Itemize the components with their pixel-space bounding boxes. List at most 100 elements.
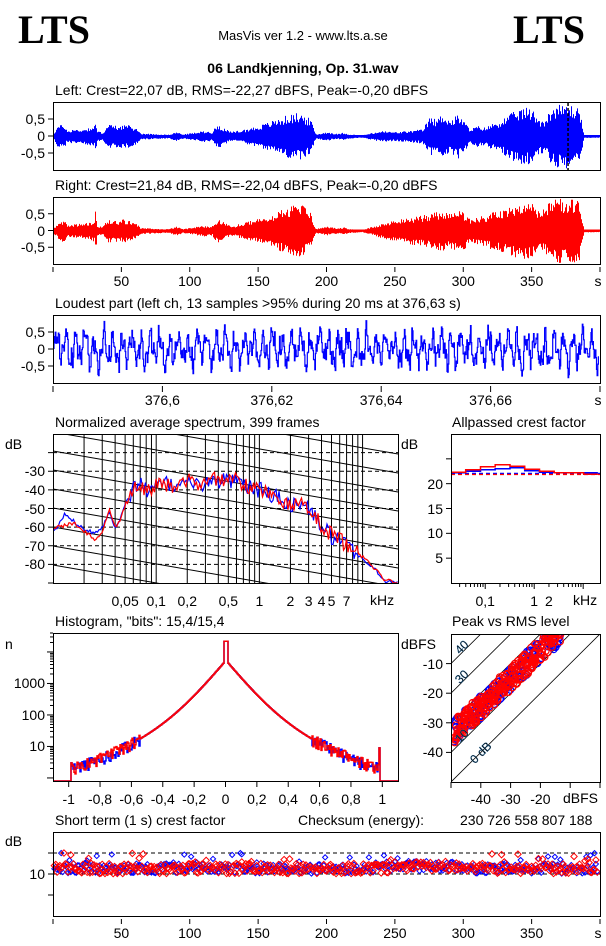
spectrum-ytick-label: -30 — [24, 463, 45, 480]
short-term-left-point — [587, 852, 594, 859]
spectrum-slope-line — [53, 488, 398, 550]
peak-rms-right-point — [453, 725, 462, 733]
short-term-right-point — [356, 869, 365, 877]
short-term-right-point — [103, 868, 112, 877]
spectrum-slope-line — [53, 641, 398, 701]
short-term-right-point — [549, 869, 558, 878]
short-term-left-point — [591, 849, 598, 857]
spectrum-xtick-label: 0,1 — [146, 593, 166, 609]
short-term-right-point — [191, 858, 200, 866]
short-term-left-point — [503, 860, 511, 868]
short-term-right-point — [576, 863, 585, 872]
histogram-title: Histogram, "bits": 15,4/15,4 — [55, 613, 225, 629]
short-term-right-point — [524, 864, 533, 873]
short-term-right-point — [269, 865, 278, 874]
short-term-right-point — [98, 860, 107, 869]
time-axis-tick-label: 100 — [178, 273, 202, 289]
left-waveform-ytick-label: 0,5 — [25, 111, 45, 127]
short-term-right-point — [585, 858, 593, 867]
histogram-xtick-label: 0,8 — [341, 791, 361, 807]
short-term-left-point — [380, 852, 388, 859]
short-term-right-point — [531, 861, 540, 870]
short-term-right-point — [343, 861, 351, 870]
logo-right: LTS — [513, 7, 585, 52]
loudest-part-frame — [53, 315, 601, 384]
allpassed-xlabel: kHz — [573, 592, 598, 608]
spectrum-xlabel: kHz — [370, 592, 395, 608]
allpassed-right-curve — [451, 464, 598, 475]
spectrum-slope-line — [53, 545, 269, 583]
histogram-xtick-label: 1 — [378, 791, 387, 807]
peak-rms-right-point — [510, 659, 519, 668]
short-term-right-point — [587, 868, 596, 877]
short-term-right-point — [137, 862, 146, 871]
short-term-right-point — [114, 866, 123, 875]
peak-rms-right-point — [474, 705, 482, 713]
histogram-xtick-label: -1 — [62, 791, 75, 807]
checksum-label: Checksum (energy): — [298, 812, 425, 828]
spectrum-xtick-label: 7 — [342, 593, 351, 609]
short-term-right-point — [195, 861, 204, 869]
short-term-right-point — [440, 864, 449, 872]
short-term-right-point — [362, 863, 371, 872]
short-term-right-point — [136, 864, 145, 873]
histogram-xtick-label: -0,2 — [182, 791, 207, 807]
short-term-right-point — [282, 869, 291, 878]
short-term-right-point — [471, 867, 480, 876]
allpassed-crest-title: Allpassed crest factor — [452, 414, 586, 430]
peak-rms-right-point — [467, 711, 476, 719]
short-term-right-point — [226, 867, 235, 876]
short-term-xtick-label: 200 — [314, 925, 339, 941]
short-term-ylabel: dB — [5, 833, 23, 849]
spectrum-xtick-label: 2 — [286, 593, 295, 609]
short-term-right-point — [369, 866, 377, 875]
short-term-right-point — [419, 858, 428, 867]
short-term-right-point — [297, 868, 306, 877]
short-term-right-point — [319, 860, 328, 869]
short-term-right-point — [504, 865, 513, 874]
loudest-xtick-label: 376,66 — [469, 392, 512, 408]
short-term-right-point — [371, 860, 380, 869]
short-term-right-point — [582, 864, 591, 872]
short-term-right-point — [196, 867, 205, 876]
short-term-xtick-label: s — [594, 925, 602, 941]
spectrum-xtick-label: 1 — [255, 593, 264, 609]
short-term-right-point — [509, 865, 518, 874]
short-term-right-point — [91, 864, 100, 872]
allpassed-ytick-label: 20 — [427, 475, 443, 492]
short-term-left-point — [228, 851, 236, 859]
crest-guide-line — [451, 634, 541, 724]
short-term-right-point — [276, 868, 284, 877]
peak-rms-right-point — [485, 694, 494, 703]
short-term-right-point — [552, 868, 561, 876]
peak-rms-ylabel: dBFS — [401, 636, 437, 652]
right-waveform-ytick-label: 0 — [37, 222, 45, 239]
short-term-right-point — [403, 866, 412, 875]
peak-rms-right-point — [530, 655, 539, 664]
short-term-xtick-label: 300 — [451, 925, 475, 941]
short-term-left-point — [67, 868, 75, 876]
peak-rms-right-point — [454, 712, 463, 721]
short-term-right-point — [381, 861, 390, 870]
time-axis-tick-label: 200 — [314, 273, 339, 289]
peak-rms-xtick-label: -30 — [500, 791, 521, 807]
short-term-right-point — [128, 849, 137, 858]
spectrum-title: Normalized average spectrum, 399 frames — [55, 414, 320, 430]
short-term-left-point — [496, 865, 504, 873]
allpassed-ytick-label: 5 — [435, 550, 443, 567]
crest-label-40: 40 — [452, 637, 472, 657]
spectrum-slope-line — [53, 622, 398, 682]
loudest-xtick-label: 376,64 — [359, 392, 403, 408]
left-waveform-ytick-label: -0,5 — [20, 145, 45, 161]
left-waveform-frame — [53, 102, 601, 171]
short-term-right-point — [579, 864, 588, 873]
short-term-crest-frame — [53, 832, 601, 917]
short-term-right-point — [397, 860, 406, 869]
spectrum-xtick-label: 5 — [327, 593, 336, 609]
peak-vs-rms-frame — [451, 634, 601, 783]
short-term-left-point — [57, 849, 65, 857]
short-term-crest-title: Short term (1 s) crest factor — [55, 812, 226, 828]
short-term-left-point — [238, 851, 246, 858]
short-term-right-point — [66, 851, 75, 859]
